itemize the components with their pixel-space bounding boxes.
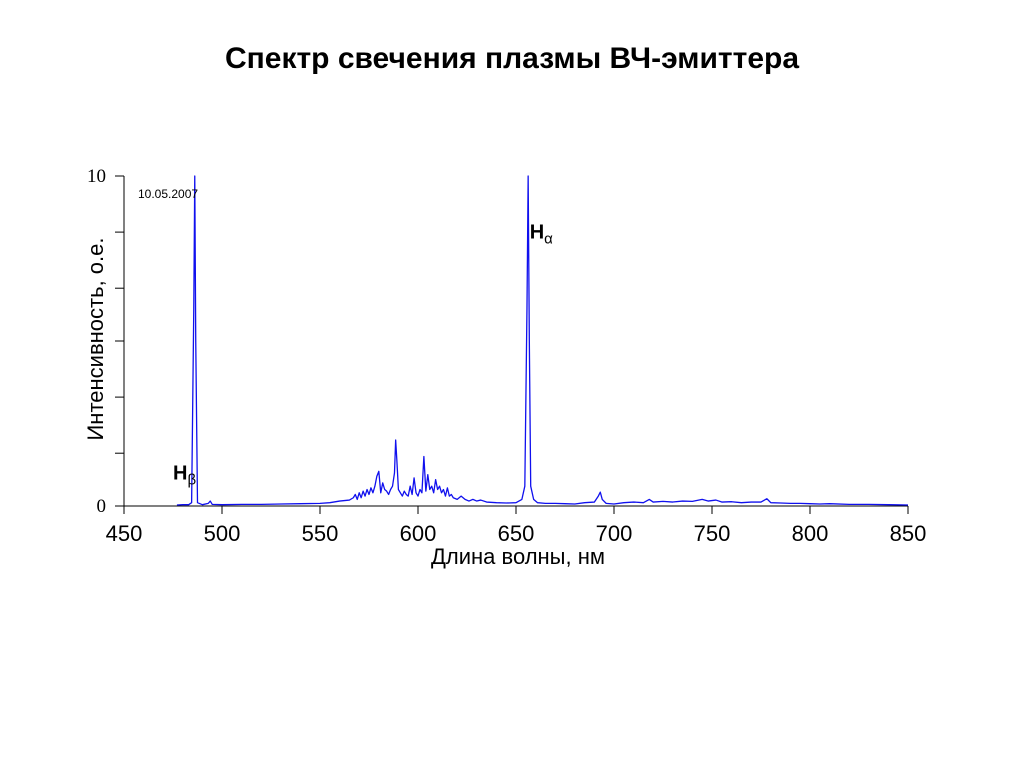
peak-annotation-base: H [530,222,544,244]
peak-annotation: Hα [530,222,553,248]
chart-labels: 450 500 550 600 650 700 750 800 850 0 10 Длина волн… [83,166,926,569]
x-tick-label: 750 [694,521,731,546]
x-tick-label: 600 [400,521,437,546]
chart-marks [176,175,909,506]
y-tick-label: 0 [97,496,107,517]
y-tick-label: 10 [87,166,106,187]
peak-annotation-subscript: β [187,472,196,489]
y-axis-title: Интенсивность, о.е. [83,238,108,441]
peak-annotation-base: H [173,463,187,485]
x-tick-label: 650 [498,521,535,546]
slide-title: Спектр свечения плазмы ВЧ-эмиттера [224,42,800,75]
chart-axes [115,175,909,514]
x-tick-label: 800 [792,521,829,546]
x-axis-title: Длина волны, нм [431,544,605,569]
peak-annotation-subscript: α [544,231,553,248]
x-tick-label: 550 [302,521,339,546]
x-tick-label: 450 [106,521,143,546]
x-tick-label: 700 [596,521,633,546]
spectrum-series-line [176,175,909,506]
x-tick-label: 850 [890,521,927,546]
date-annotation: 10.05.2007 [138,187,198,201]
peak-annotation: Hβ [173,463,196,489]
x-tick-label: 500 [204,521,241,546]
